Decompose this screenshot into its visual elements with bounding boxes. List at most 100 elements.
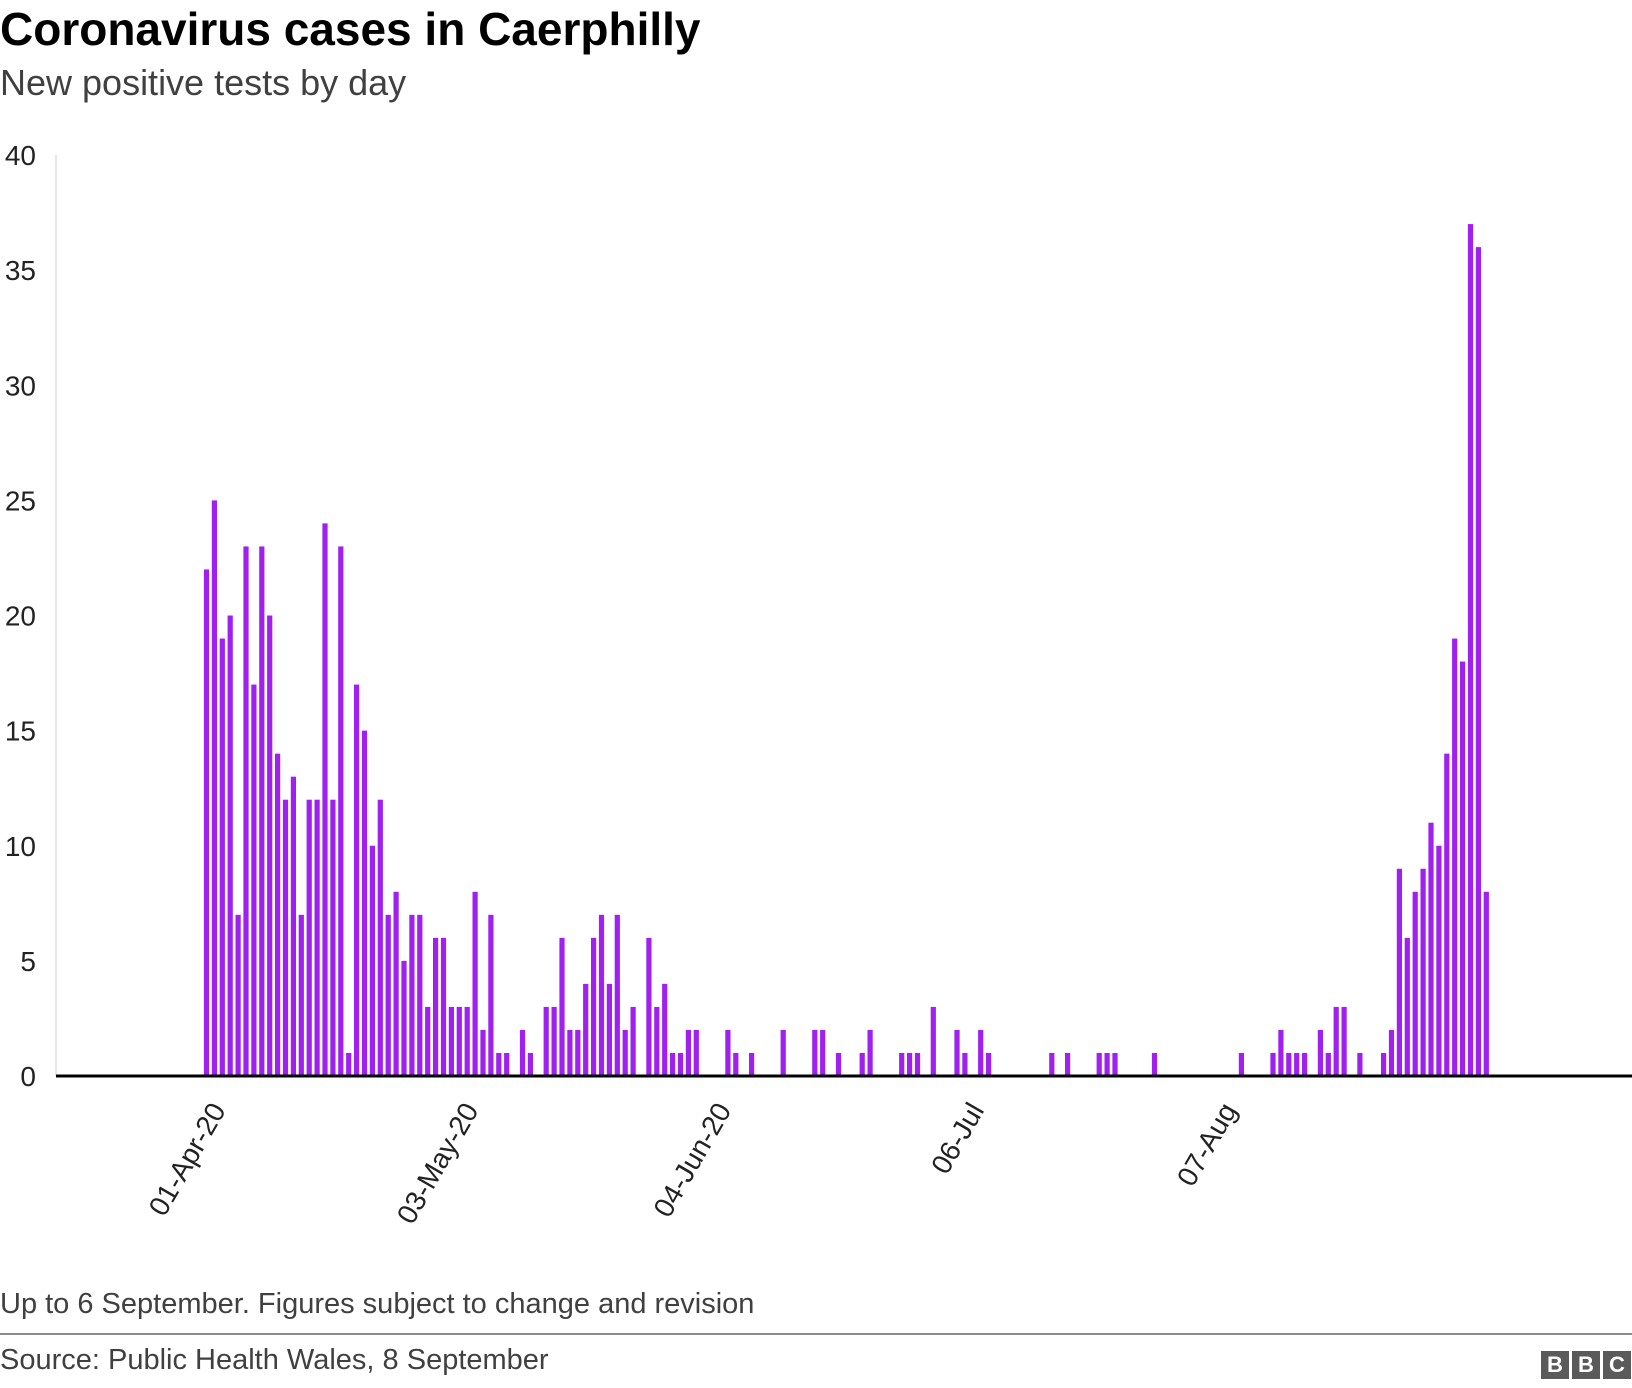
bbc-logo: B B C <box>1541 1351 1631 1379</box>
bar <box>606 983 612 1076</box>
bar <box>1396 868 1402 1076</box>
bar <box>259 546 265 1076</box>
bar <box>749 1052 755 1076</box>
y-tick-label: 10 <box>5 831 36 862</box>
bar <box>235 914 241 1076</box>
bar <box>543 1006 549 1076</box>
bar <box>504 1052 510 1076</box>
bar <box>346 1052 352 1076</box>
bar <box>1333 1006 1339 1076</box>
bar <box>211 500 217 1077</box>
bar <box>812 1029 818 1076</box>
bar <box>1151 1052 1158 1076</box>
bar <box>1467 224 1474 1076</box>
bar <box>614 914 620 1076</box>
bar <box>575 1029 581 1076</box>
bar <box>243 546 249 1076</box>
bars <box>203 224 1489 1077</box>
bar <box>1428 822 1434 1076</box>
bar <box>591 937 597 1076</box>
bar <box>330 799 336 1076</box>
x-tick-label: 07-Aug <box>1171 1098 1243 1192</box>
bar <box>472 891 478 1076</box>
bar <box>488 914 494 1076</box>
bar <box>433 937 439 1076</box>
bar <box>1341 1006 1347 1076</box>
bar <box>227 615 233 1076</box>
bar <box>899 1052 905 1076</box>
bar <box>1357 1052 1363 1076</box>
bar <box>954 1029 960 1076</box>
bar <box>780 1029 786 1076</box>
bar <box>267 615 273 1076</box>
bar <box>677 1052 684 1076</box>
bar <box>1483 891 1489 1076</box>
bar <box>1388 1029 1395 1076</box>
bar <box>583 983 589 1076</box>
logo-letter: B <box>1572 1351 1600 1379</box>
y-tick-label: 30 <box>5 370 36 401</box>
bar <box>251 684 257 1076</box>
bar <box>685 1029 691 1076</box>
bar <box>907 1052 913 1076</box>
bar <box>867 1029 873 1076</box>
y-axis-ticks: 0 5 10 15 20 25 30 35 40 <box>5 140 36 1092</box>
x-tick-label: 03-May-20 <box>391 1098 485 1229</box>
x-tick-label: 04-Jun-20 <box>647 1098 737 1223</box>
bar <box>670 1052 676 1076</box>
bar <box>654 1006 660 1076</box>
y-tick-label: 35 <box>5 255 36 286</box>
bar <box>1317 1029 1323 1076</box>
bar <box>1302 1052 1308 1076</box>
bar <box>1420 868 1426 1076</box>
bar <box>354 684 360 1076</box>
bar <box>1460 661 1466 1076</box>
bar <box>1475 247 1481 1077</box>
bar <box>986 1052 992 1076</box>
bar <box>338 546 344 1076</box>
bar <box>733 1052 739 1076</box>
x-axis-ticks: 01-Apr-20 03-May-20 04-Jun-20 06-Jul 07-Aug <box>143 1098 1243 1229</box>
bar <box>622 1029 628 1076</box>
bar <box>630 1006 636 1076</box>
bar <box>290 776 296 1076</box>
bar <box>1286 1052 1292 1076</box>
bar <box>646 937 652 1076</box>
x-tick-label: 06-Jul <box>925 1098 990 1180</box>
bar <box>662 983 668 1076</box>
bar <box>962 1052 968 1076</box>
bar <box>820 1029 826 1076</box>
bar <box>693 1029 699 1076</box>
bar <box>1412 891 1418 1076</box>
bar <box>1049 1052 1055 1076</box>
bar <box>1270 1052 1276 1076</box>
bar <box>456 1006 462 1076</box>
bar <box>1444 753 1450 1076</box>
logo-letter: B <box>1541 1351 1569 1379</box>
bar <box>369 845 375 1076</box>
bar <box>385 914 391 1076</box>
bar <box>219 638 225 1076</box>
chart-title: Coronavirus cases in Caerphilly <box>0 3 701 55</box>
y-tick-label: 0 <box>20 1061 36 1092</box>
bar <box>282 799 289 1076</box>
bar <box>496 1052 502 1076</box>
y-tick-label: 40 <box>5 140 36 171</box>
bar <box>298 914 304 1076</box>
bar <box>978 1029 984 1076</box>
bar <box>314 799 320 1076</box>
bar <box>1104 1052 1110 1076</box>
bar <box>1404 937 1410 1076</box>
bar <box>1452 638 1458 1076</box>
bar <box>1436 845 1442 1076</box>
bar <box>1278 1029 1284 1076</box>
source-text: Source: Public Health Wales, 8 September <box>0 1344 549 1376</box>
bar <box>440 937 447 1076</box>
bar <box>559 937 565 1076</box>
bar <box>401 960 407 1077</box>
bar <box>361 730 368 1077</box>
bar <box>393 891 399 1076</box>
y-tick-label: 5 <box>20 946 36 977</box>
chart-subtitle: New positive tests by day <box>0 62 407 103</box>
bar <box>1381 1052 1387 1076</box>
